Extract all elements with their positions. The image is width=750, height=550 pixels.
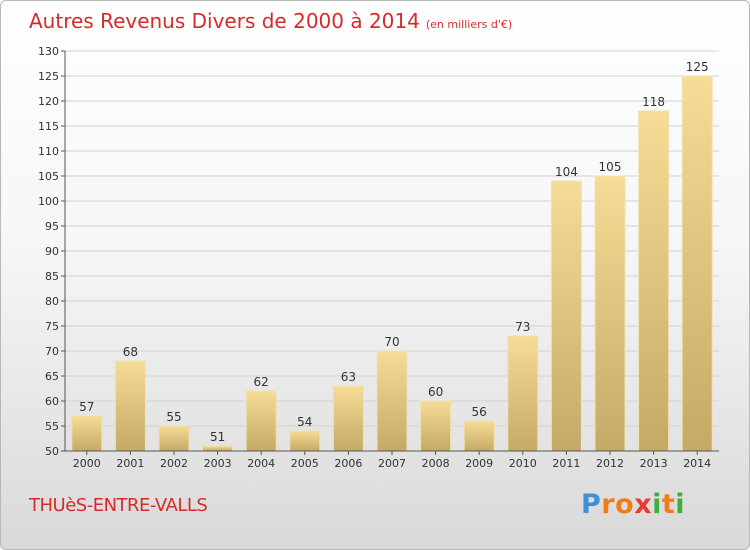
bar-2011 xyxy=(550,180,582,452)
x-tick-label: 2012 xyxy=(596,457,624,470)
y-tick-label: 50 xyxy=(45,445,59,458)
x-tick-label: 2000 xyxy=(73,457,101,470)
chart-title-text: Autres Revenus Divers de 2000 à 2014 xyxy=(29,9,420,33)
bar-2013 xyxy=(638,110,670,452)
x-tick-label: 2011 xyxy=(552,457,580,470)
chart-title: Autres Revenus Divers de 2000 à 2014 (en … xyxy=(29,9,512,33)
x-tick-label: 2006 xyxy=(334,457,362,470)
x-tick-label: 2007 xyxy=(378,457,406,470)
bar-2006 xyxy=(332,385,364,452)
data-label-2013: 118 xyxy=(642,95,665,109)
x-tick-label: 2004 xyxy=(247,457,275,470)
x-tick-label: 2014 xyxy=(683,457,711,470)
x-tick-label: 2008 xyxy=(422,457,450,470)
data-label-2000: 57 xyxy=(79,400,94,414)
logo-letter: i xyxy=(652,489,662,520)
bar-2004 xyxy=(245,390,277,452)
bar-2003 xyxy=(202,445,234,452)
data-label-2006: 63 xyxy=(341,370,356,384)
bar-2010 xyxy=(507,335,539,452)
x-tick-label: 2013 xyxy=(640,457,668,470)
commune-name: THUèS-ENTRE-VALLS xyxy=(29,495,208,516)
logo-letter: i xyxy=(675,489,686,520)
bar-2009 xyxy=(463,420,495,452)
bar-2001 xyxy=(114,360,146,452)
bar-2000 xyxy=(71,415,103,452)
data-label-2005: 54 xyxy=(297,415,312,429)
y-tick-label: 130 xyxy=(38,45,59,58)
logo-letter: r xyxy=(601,489,616,520)
bar-2007 xyxy=(376,350,408,452)
y-tick-label: 55 xyxy=(45,420,59,433)
chart-unit: (en milliers d'€) xyxy=(425,18,513,31)
y-tick-label: 125 xyxy=(38,70,59,83)
y-tick-label: 95 xyxy=(45,220,59,233)
data-labels: 57 68 55 51 62 54 63 70 60 56 73 104 105 118 125 xyxy=(79,60,708,444)
data-label-2008: 60 xyxy=(428,385,443,399)
y-tick-label: 110 xyxy=(38,145,59,158)
bars xyxy=(71,75,713,452)
x-tick-label: 2009 xyxy=(465,457,493,470)
y-tick-label: 80 xyxy=(45,295,59,308)
data-label-2011: 104 xyxy=(555,165,578,179)
logo-letter: o xyxy=(615,489,635,520)
x-tick-label: 2003 xyxy=(204,457,232,470)
y-tick-label: 75 xyxy=(45,320,59,333)
bar-2002 xyxy=(158,425,190,452)
data-label-2001: 68 xyxy=(123,345,138,359)
proxiti-logo: Proxiti xyxy=(581,489,685,520)
logo-letter: x xyxy=(634,489,653,520)
data-label-2014: 125 xyxy=(686,60,709,74)
bar-2005 xyxy=(289,430,321,452)
axes: 50 55 60 65 70 75 80 85 90 95 100 105 110 115 120 125 13… xyxy=(38,45,719,470)
data-label-2003: 51 xyxy=(210,430,225,444)
logo-letter: t xyxy=(661,489,676,520)
data-label-2004: 62 xyxy=(254,375,269,389)
logo-letter: P xyxy=(581,489,602,520)
bar-2012 xyxy=(594,175,626,452)
y-tick-label: 120 xyxy=(38,95,59,108)
bar-2014 xyxy=(681,75,713,452)
data-label-2009: 56 xyxy=(472,405,487,419)
y-tick-label: 65 xyxy=(45,370,59,383)
x-tick-label: 2010 xyxy=(509,457,537,470)
y-tick-label: 105 xyxy=(38,170,59,183)
bar-2008 xyxy=(420,400,452,452)
data-label-2002: 55 xyxy=(166,410,181,424)
data-label-2007: 70 xyxy=(384,335,399,349)
data-label-2012: 105 xyxy=(599,160,622,174)
y-tick-label: 115 xyxy=(38,120,59,133)
y-tick-label: 70 xyxy=(45,345,59,358)
x-tick-label: 2001 xyxy=(116,457,144,470)
x-tick-label: 2005 xyxy=(291,457,319,470)
y-tick-label: 85 xyxy=(45,270,59,283)
y-tick-label: 60 xyxy=(45,395,59,408)
y-tick-label: 90 xyxy=(45,245,59,258)
x-tick-label: 2002 xyxy=(160,457,188,470)
y-tick-label: 100 xyxy=(38,195,59,208)
data-label-2010: 73 xyxy=(515,320,530,334)
